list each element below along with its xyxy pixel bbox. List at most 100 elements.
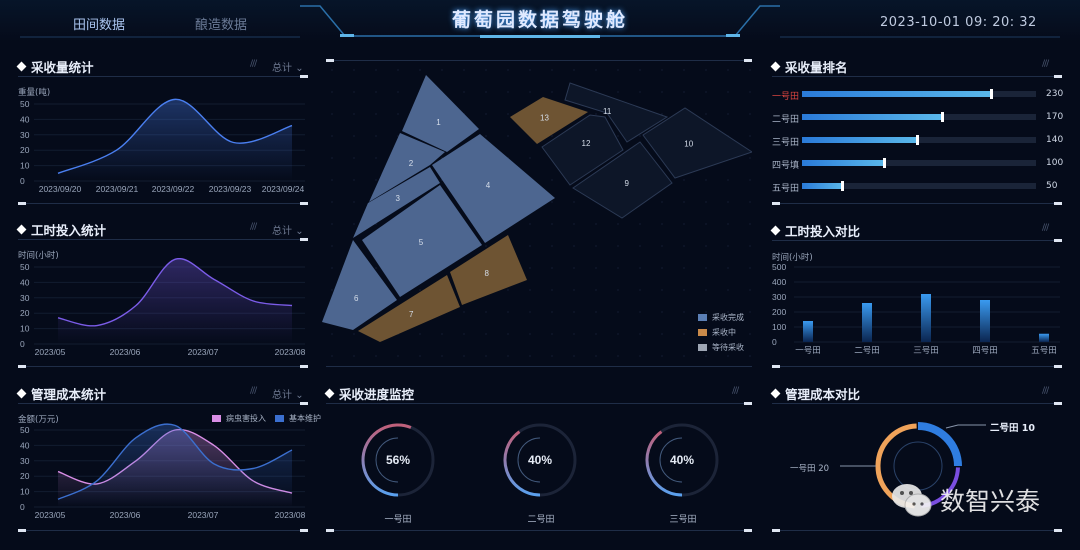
grid-dot (639, 311, 641, 313)
grid-dot (331, 245, 333, 247)
diamond-icon (16, 224, 27, 235)
map-field-10[interactable]: 10 (642, 107, 752, 179)
rank-track (802, 160, 1036, 166)
gauge-value: 40% (528, 453, 552, 467)
grid-dot (749, 179, 751, 181)
grid-dot (441, 157, 443, 159)
field-shape (353, 167, 440, 238)
grid-dot (485, 333, 487, 335)
grid-dot (683, 355, 685, 357)
legend-label: 采收中 (712, 328, 736, 337)
divider-cap (326, 529, 334, 532)
grid-dot (661, 223, 663, 225)
divider (772, 530, 1062, 531)
map-field-7[interactable]: 7 (358, 275, 460, 342)
series-area (58, 99, 292, 181)
grid-dot (617, 355, 619, 357)
x-tick-label: 2023/09/22 (152, 184, 195, 194)
divider-cap (772, 529, 780, 532)
grid-dot (617, 333, 619, 335)
grid-dot (331, 135, 333, 137)
y-tick-label: 0 (772, 337, 777, 347)
legend-swatch (698, 314, 707, 321)
y-tick-label: 20 (20, 308, 30, 318)
diamond-icon (324, 388, 335, 399)
map-field-6[interactable]: 6 (322, 240, 397, 330)
grid-dot (727, 333, 729, 335)
hours-line-chart: 0 10 20 30 40 50 2023/05 2023/06 2023/07 2023/08 (20, 258, 306, 357)
harvest-period-dropdown[interactable]: 总计 ⌄ (272, 59, 304, 74)
y-tick-label: 30 (20, 456, 30, 466)
x-tick-label: 2023/07 (188, 347, 219, 357)
page-title: 葡萄园数据驾驶舱 (451, 9, 628, 31)
cost-line-chart: 0 10 20 30 40 50 2023/05 2023/06 2023/07 2023/08 (20, 423, 306, 520)
gauge-label: 二号田 (527, 515, 555, 525)
map-field-3[interactable]: 3 (353, 167, 440, 238)
panel-title-text: 管理成本对比 (785, 387, 861, 402)
grid-dot (331, 333, 333, 335)
y-tick-label: 30 (20, 130, 30, 140)
rank-track (802, 137, 1036, 143)
grid-dot (507, 113, 509, 115)
grid-dot (397, 113, 399, 115)
map-field-8[interactable]: 8 (450, 235, 527, 305)
grid-dot (529, 157, 531, 159)
y-tick-label: 100 (772, 322, 786, 332)
grid-dot (375, 223, 377, 225)
y-tick-label: 50 (20, 262, 30, 272)
grid-dot (507, 289, 509, 291)
map-field-13[interactable]: 13 (510, 97, 588, 144)
grid-dot (573, 223, 575, 225)
grid-dot (485, 245, 487, 247)
gauge-inner-arc (375, 437, 399, 483)
field-shape (564, 82, 669, 143)
cost-period-dropdown[interactable]: 总计 ⌄ (272, 386, 304, 401)
grid-dot (551, 267, 553, 269)
gauge-label: 三号田 (669, 515, 697, 525)
tab-field-data[interactable]: 田间数据 (73, 18, 126, 33)
map-field-1[interactable]: 1 (402, 75, 479, 152)
x-tick-label: 2023/09/24 (262, 184, 305, 194)
rank-bar-marker (841, 181, 844, 191)
divider-cap (300, 238, 308, 241)
field-shape (322, 240, 397, 330)
grid-dot (639, 69, 641, 71)
hours-period-dropdown[interactable]: 总计 ⌄ (272, 222, 304, 237)
harvest-line-chart: 0 10 20 30 40 50 2023/09/20 2023/09/21 2023/09/2… (20, 98, 305, 194)
divider (18, 239, 308, 240)
map-field-4[interactable]: 4 (432, 134, 555, 243)
legend-label: 等待采收 (712, 343, 744, 352)
bar (862, 303, 872, 342)
map-field-5[interactable]: 5 (362, 185, 482, 297)
divider-cap (18, 365, 26, 368)
grid-dot (639, 289, 641, 291)
grid-dot (463, 91, 465, 93)
map-field-12[interactable]: 12 (541, 114, 624, 186)
rank-label: 三号田 (772, 138, 800, 148)
grid-dot (595, 69, 597, 71)
grid-dot (529, 333, 531, 335)
tab-brewing-data[interactable]: 酿造数据 (195, 18, 248, 33)
grid-dot (705, 267, 707, 269)
grid-dot (639, 91, 641, 93)
grid-dot (551, 245, 553, 247)
grid-dot (507, 69, 509, 71)
grid-dot (353, 223, 355, 225)
rank-bar-marker (916, 135, 919, 145)
grid-dot (331, 113, 333, 115)
grid-dot (353, 135, 355, 137)
grid-dot (551, 223, 553, 225)
divider-cap (1054, 529, 1062, 532)
grid-dot (573, 355, 575, 357)
divider-cap (744, 59, 752, 62)
field-number: 9 (625, 179, 630, 188)
hours-bar-chart: 0 100 200 300 400 500 一号田 二号田 三号田 四号田 五号田 (772, 262, 1060, 355)
map-field-11[interactable]: 11 (564, 82, 669, 143)
cost-ylabel: 金额(万元) (18, 415, 59, 425)
divider (326, 60, 752, 61)
map-field-2[interactable]: 2 (369, 133, 445, 202)
divider-cap (1054, 365, 1062, 368)
grid-dot (529, 355, 531, 357)
grid-dot (397, 91, 399, 93)
map-field-9[interactable]: 9 (572, 141, 673, 219)
